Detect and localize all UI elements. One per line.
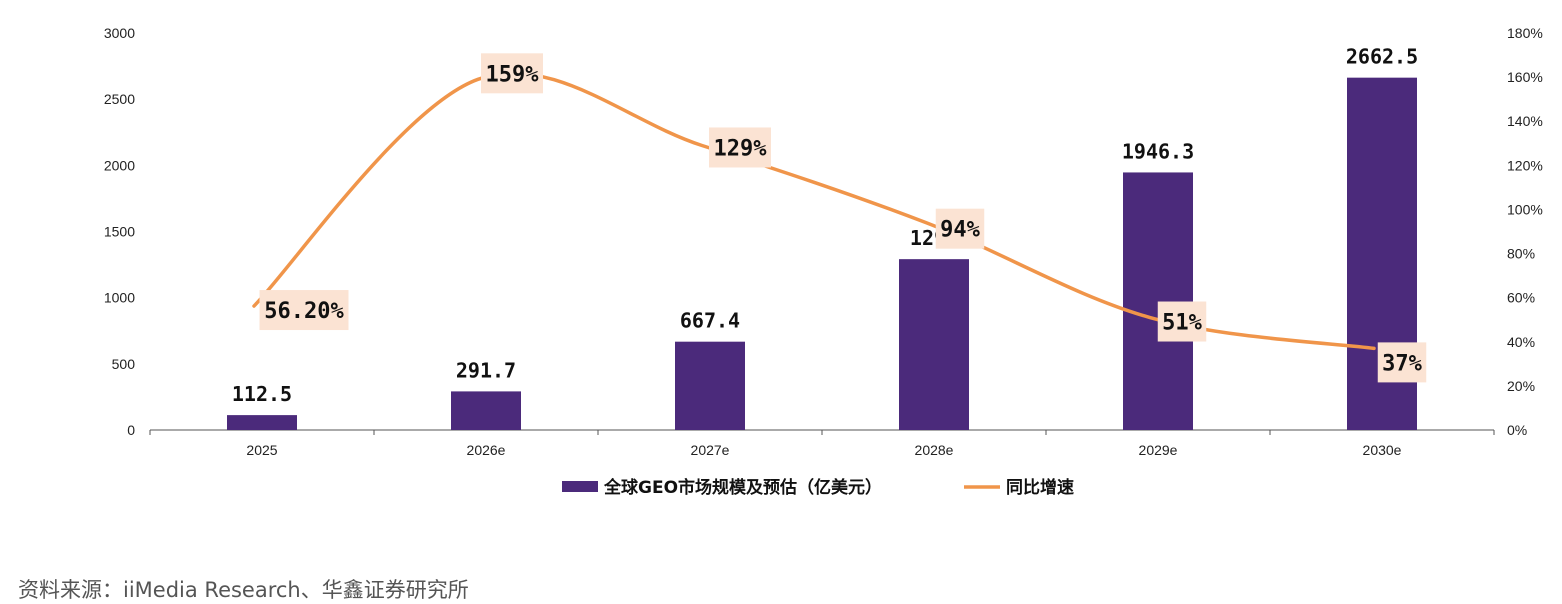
- rate-value-label: 51%: [1162, 311, 1202, 336]
- right-axis: 0% 20% 40% 60% 80% 100% 120% 140% 160% 180%: [1507, 25, 1543, 438]
- left-tick-label: 500: [112, 356, 136, 372]
- rate-label-box: [481, 53, 543, 94]
- legend: 全球GEO市场规模及预估（亿美元） 同比增速: [562, 477, 1074, 498]
- right-tick-label: 140%: [1507, 113, 1543, 129]
- left-axis: 0 500 1000 1500 2000 2500 3000: [104, 25, 135, 438]
- rate-label-box: [935, 208, 985, 249]
- right-tick-label: 80%: [1507, 246, 1535, 262]
- bar-value-label: 667.4: [680, 309, 740, 333]
- right-tick-label: 0%: [1507, 422, 1527, 438]
- rate-label-box: [1157, 301, 1207, 342]
- bar: [227, 415, 297, 430]
- right-tick-label: 20%: [1507, 378, 1535, 394]
- bar-value-label: 112.5: [232, 382, 292, 406]
- left-tick-label: 1500: [104, 224, 135, 240]
- rate-value-label: 129%: [714, 136, 768, 161]
- right-tick-label: 180%: [1507, 25, 1543, 41]
- left-tick-label: 2500: [104, 91, 135, 107]
- bar: [451, 391, 521, 430]
- x-tick-label: 2027e: [691, 442, 730, 458]
- rate-label-box: [1377, 342, 1427, 383]
- bar: [899, 259, 969, 430]
- rate-value-label: 37%: [1382, 351, 1422, 376]
- rate-label-box: [709, 127, 771, 168]
- legend-bar-label: 全球GEO市场规模及预估（亿美元）: [603, 477, 882, 498]
- right-tick-label: 160%: [1507, 69, 1543, 85]
- bar: [1123, 172, 1193, 430]
- x-tick-label: 2029e: [1139, 442, 1178, 458]
- left-tick-label: 0: [127, 422, 135, 438]
- rate-data-labels: 56.20% 159% 129% 94% 51% 37%: [259, 53, 1427, 383]
- legend-line-label: 同比增速: [1006, 477, 1074, 498]
- source-note: 资料来源：iiMedia Research、华鑫证券研究所: [18, 578, 469, 602]
- rate-label-box: [259, 290, 349, 331]
- x-tick-label: 2028e: [915, 442, 954, 458]
- x-tick-label: 2025: [246, 442, 277, 458]
- right-tick-label: 60%: [1507, 290, 1535, 306]
- left-tick-label: 2000: [104, 157, 135, 173]
- x-axis: 2025 2026e 2027e 2028e 2029e 2030e: [149, 429, 1495, 458]
- bar-value-label: 1946.3: [1122, 139, 1194, 163]
- rate-value-label: 159%: [486, 62, 540, 87]
- left-tick-label: 3000: [104, 25, 135, 41]
- bar-value-label: 291.7: [456, 358, 516, 382]
- right-tick-label: 40%: [1507, 334, 1535, 350]
- rate-value-label: 94%: [940, 218, 980, 243]
- x-tick-label: 2030e: [1363, 442, 1402, 458]
- left-tick-label: 1000: [104, 290, 135, 306]
- right-tick-label: 100%: [1507, 201, 1543, 217]
- x-tick-label: 2026e: [467, 442, 506, 458]
- bar: [675, 341, 745, 430]
- bar-value-label: 2662.5: [1346, 45, 1418, 69]
- right-tick-label: 120%: [1507, 157, 1543, 173]
- rate-value-label: 56.20%: [264, 299, 344, 324]
- legend-bar-swatch: [562, 481, 598, 492]
